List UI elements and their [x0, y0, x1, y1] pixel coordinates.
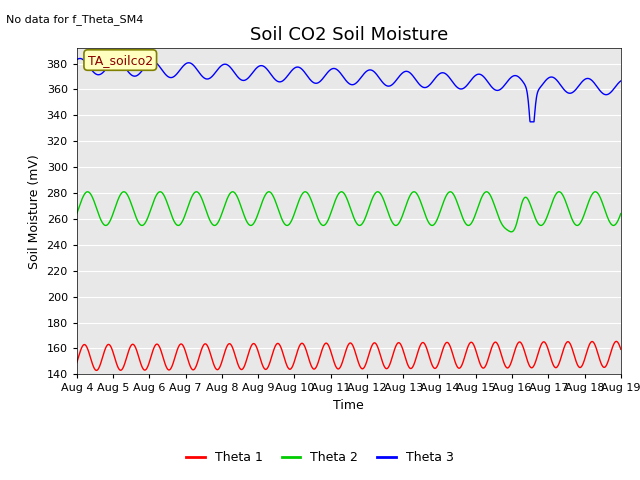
Y-axis label: Soil Moisture (mV): Soil Moisture (mV): [28, 154, 41, 269]
Title: Soil CO2 Soil Moisture: Soil CO2 Soil Moisture: [250, 25, 448, 44]
Text: No data for f_Theta_SM4: No data for f_Theta_SM4: [6, 14, 144, 25]
X-axis label: Time: Time: [333, 399, 364, 412]
Legend: Theta 1, Theta 2, Theta 3: Theta 1, Theta 2, Theta 3: [181, 446, 459, 469]
Text: TA_soilco2: TA_soilco2: [88, 54, 153, 67]
